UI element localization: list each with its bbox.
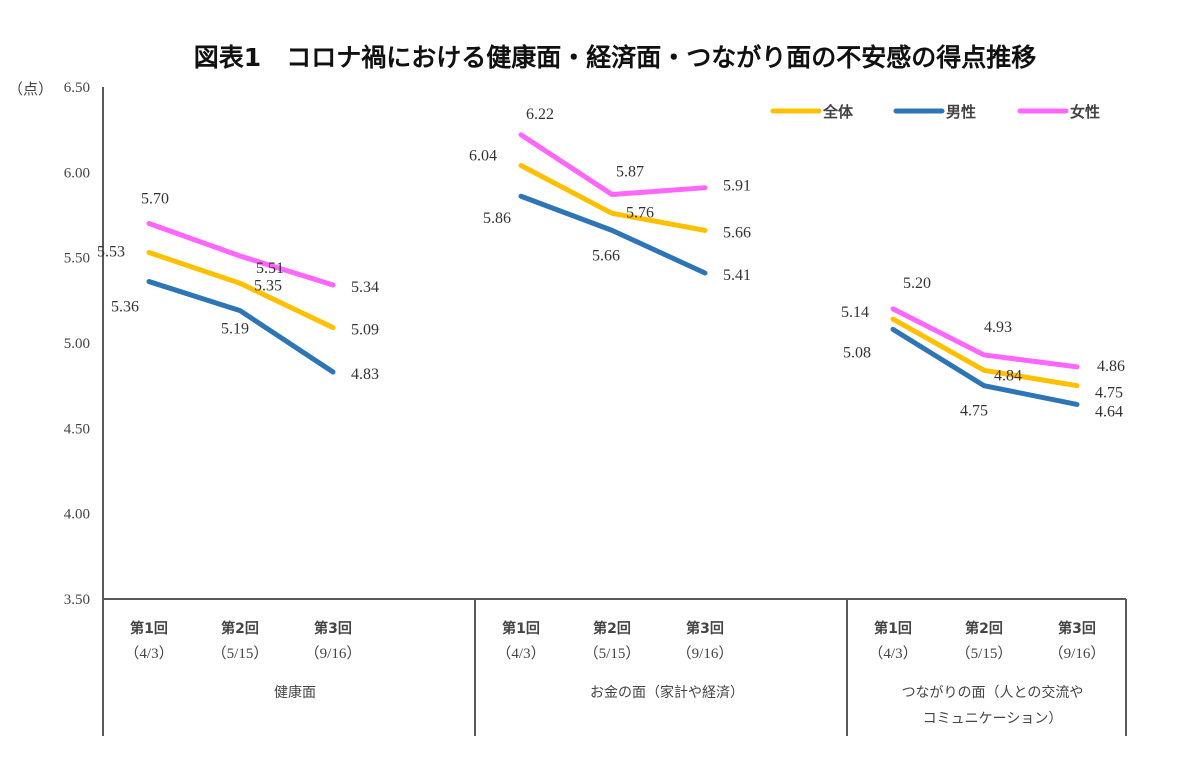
series-line-女性: [146, 221, 336, 288]
category-round-label: 第3回: [1058, 620, 1096, 637]
legend-label: 男性: [946, 103, 976, 121]
data-label: 5.36: [111, 299, 139, 316]
series-line-全体: [146, 250, 336, 331]
category-date-label: （5/15）: [956, 645, 1013, 662]
category-date-label: （9/16）: [305, 645, 362, 662]
data-label: 5.20: [903, 275, 931, 292]
data-label: 5.09: [351, 322, 379, 339]
category-round-label: 第2回: [593, 620, 631, 637]
series-line-全体: [518, 163, 708, 233]
data-label: 5.08: [843, 344, 871, 361]
y-tick-label: 5.50: [64, 251, 90, 267]
group-label: つながりの面（人との交流や: [902, 684, 1084, 701]
data-labels: 5.53 5.35 5.09 6.04 5.76 5.66 5.14 4.84 4.75 5.36…: [97, 106, 1125, 421]
data-label: 5.66: [592, 247, 620, 264]
category-round-label: 第3回: [314, 620, 352, 637]
data-label: 5.86: [483, 210, 511, 227]
data-label: 4.75: [1095, 385, 1123, 402]
category-date-label: （4/3）: [124, 645, 173, 662]
category-date-label: （4/3）: [868, 645, 917, 662]
data-label: 5.66: [723, 224, 751, 241]
data-label: 4.75: [960, 403, 988, 420]
data-label: 6.04: [469, 148, 497, 165]
category-round-label: 第1回: [502, 620, 540, 637]
data-label: 5.87: [616, 164, 644, 181]
data-label: 4.93: [984, 319, 1012, 336]
data-label: 5.51: [256, 260, 284, 277]
series-line-男性: [518, 193, 708, 276]
category-date-label: （9/16）: [1049, 645, 1106, 662]
data-label: 5.19: [221, 321, 249, 338]
category-date-label: （4/3）: [496, 645, 545, 662]
series-lines: [146, 132, 1080, 407]
chart-title: 図表1 コロナ禍における健康面・経済面・つながり面の不安感の得点推移: [194, 43, 1036, 72]
legend-label: 女性: [1070, 103, 1100, 121]
y-axis-unit-label: （点）: [8, 80, 53, 98]
data-label: 4.86: [1097, 358, 1125, 375]
data-label: 5.70: [141, 191, 169, 208]
series-line-女性: [518, 132, 708, 198]
data-label: 4.83: [351, 366, 379, 383]
series-line-全体: [890, 316, 1080, 389]
data-label: 5.91: [723, 178, 751, 195]
category-round-label: 第1回: [130, 620, 168, 637]
group-label: コミュニケーション）: [923, 711, 1063, 727]
category-round-label: 第2回: [221, 620, 259, 637]
y-tick-label: 4.00: [64, 507, 90, 523]
y-tick-label: 6.50: [64, 80, 90, 96]
category-round-label: 第3回: [686, 620, 724, 637]
data-label: 5.53: [97, 244, 125, 261]
category-date-label: （5/15）: [584, 645, 641, 662]
data-label: 5.35: [254, 277, 282, 294]
data-label: 5.34: [351, 279, 379, 296]
series-line-男性: [146, 279, 336, 375]
y-tick-label: 5.00: [64, 336, 90, 352]
data-label: 5.41: [723, 267, 751, 284]
group-label: お金の面（家計や経済）: [590, 684, 744, 701]
legend: 全体 男性 女性: [770, 103, 1100, 121]
category-round-label: 第1回: [874, 620, 912, 637]
series-line-男性: [890, 326, 1080, 407]
group-label: 健康面: [274, 684, 316, 701]
legend-label: 全体: [822, 103, 854, 121]
y-tick-label: 6.00: [64, 165, 90, 181]
x-axis-categories: 第1回 （4/3） 第2回 （5/15） 第3回 （9/16） 健康面 第1回 （4/3） 第2回…: [124, 620, 1105, 727]
y-tick-label: 3.50: [64, 592, 90, 608]
category-date-label: （5/15）: [212, 645, 269, 662]
y-tick-label: 4.50: [64, 421, 90, 437]
data-label: 5.76: [626, 204, 654, 221]
data-label: 5.14: [841, 304, 869, 321]
y-axis-ticks: 6.50 6.00 5.50 5.00 4.50 4.00 3.50: [64, 80, 90, 608]
series-line-女性: [890, 306, 1080, 370]
category-date-label: （9/16）: [677, 645, 734, 662]
data-label: 4.84: [994, 367, 1022, 384]
category-round-label: 第2回: [965, 620, 1003, 637]
data-label: 4.64: [1095, 403, 1123, 420]
data-label: 6.22: [526, 106, 554, 123]
axes: [102, 87, 1127, 736]
